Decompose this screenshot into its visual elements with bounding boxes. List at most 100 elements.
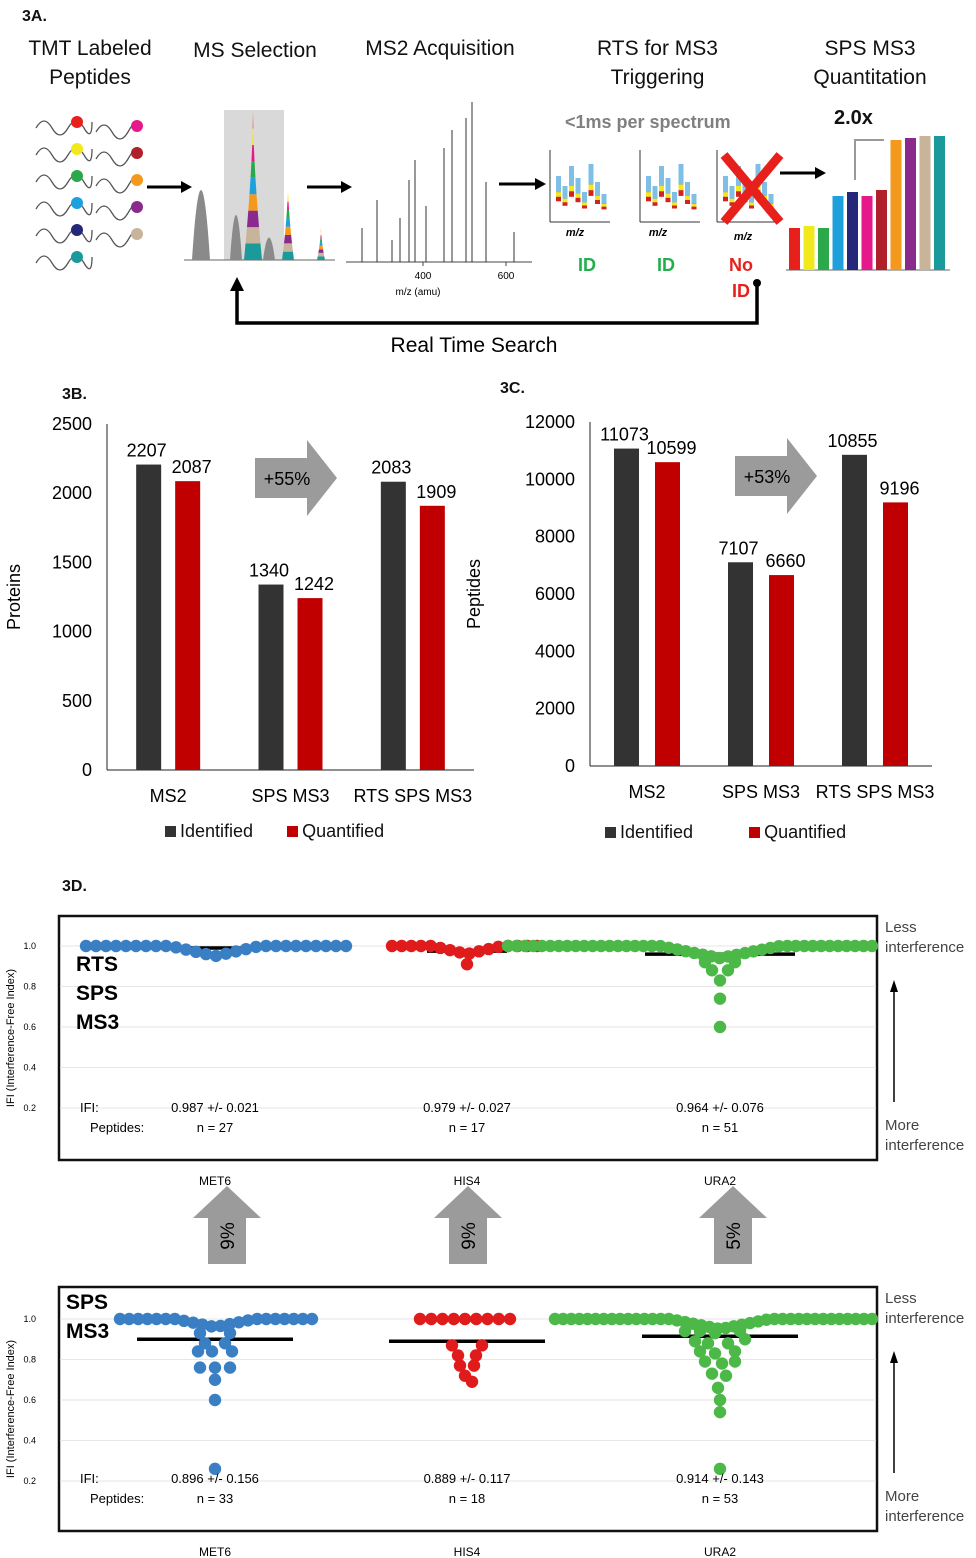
mini-bar [665, 178, 671, 194]
ifi-dot [469, 1349, 483, 1362]
y-tick-label: 0 [565, 756, 575, 776]
arrow-head [341, 181, 352, 193]
tmt-peak-segment [249, 177, 257, 195]
condition-label: SPS [66, 1291, 108, 1314]
mini-bar [665, 193, 671, 198]
data-label: 6660 [765, 551, 805, 571]
mini-bar [595, 200, 600, 204]
tmt-tag-dot [71, 251, 83, 263]
ifi-dot [463, 947, 476, 960]
panel-3d-tag: 3D. [62, 878, 87, 895]
ifi-dot [279, 939, 293, 953]
ifi-dot [208, 1462, 222, 1476]
ifi-stat-value: 0.964 +/- 0.076 [676, 1100, 764, 1115]
mini-bar [575, 178, 581, 194]
mini-bar [562, 202, 568, 206]
ifi-dot [475, 1339, 489, 1352]
stage-sps-quantitation: SPS MS3 Quantitation [813, 37, 927, 89]
spectrum-tick-600: 600 [498, 271, 515, 282]
ifi-dot [713, 974, 727, 987]
no-id-label: ID [732, 281, 750, 301]
x-tick-label: RTS SPS MS3 [353, 786, 472, 806]
mini-bar [685, 200, 690, 204]
tmt-peak-segment [317, 256, 325, 260]
panel-3c-tag: 3C. [500, 380, 525, 397]
ifi-dot [865, 939, 879, 953]
mini-bar [678, 164, 684, 185]
mini-bar [575, 197, 581, 203]
ifi-dot [119, 939, 133, 953]
ifi-dot [193, 1326, 207, 1340]
ifi-dot [728, 1345, 742, 1358]
ms1-spectrum [184, 110, 335, 261]
mini-bar [556, 176, 561, 193]
legend-quantified: Quantified [302, 821, 385, 841]
y-tick-label: 12000 [525, 412, 575, 432]
condition-label: SPS [76, 982, 118, 1005]
tmt-peak-segment [285, 218, 291, 227]
arrow-head [815, 167, 826, 179]
ifi-stat-value: 0.889 +/- 0.117 [424, 1471, 511, 1486]
ifi-dot [305, 1312, 319, 1326]
peptide-count-value: n = 33 [197, 1491, 234, 1506]
more-interference-label: More [885, 1488, 919, 1505]
condition-label: MS3 [76, 1011, 119, 1034]
mini-bar [749, 205, 754, 209]
peptide-chain [95, 230, 137, 248]
id-label: ID [578, 255, 596, 275]
y-tick-label: 500 [62, 691, 92, 711]
y-tick-label: 0.8 [23, 1355, 36, 1365]
y-tick-label: 0.6 [23, 1022, 36, 1032]
tmt-peak-segment [286, 210, 290, 219]
peptide-chain [95, 122, 137, 140]
mini-bar [569, 166, 574, 186]
mini-bar [582, 192, 587, 203]
y-axis-label: Peptides [464, 559, 484, 629]
legend-3b: Identified Quantified [165, 821, 384, 842]
data-label: 7107 [718, 538, 758, 558]
mini-bar [685, 196, 690, 200]
x-tick-label: MS2 [150, 786, 187, 806]
improvement-label: +53% [744, 467, 791, 487]
ifi-dot [701, 1337, 715, 1350]
less-interference-label: interference [885, 939, 964, 956]
tmt-peak-segment [282, 251, 294, 260]
loop-arrow-start [753, 279, 761, 287]
ifi-dot [711, 1381, 725, 1395]
tmt-tag-dot [131, 120, 143, 132]
no-id-label: No [729, 255, 753, 275]
bar-identified [258, 584, 284, 770]
ifi-dot [492, 940, 505, 954]
bar-quantified [175, 481, 201, 770]
y-tick-label: 0.4 [23, 1063, 36, 1073]
y-tick-label: 1.0 [23, 1314, 36, 1324]
data-label: 10855 [827, 431, 877, 451]
tmt-peak-segment [283, 243, 293, 252]
mini-bar [723, 176, 728, 193]
ifi-dot [169, 941, 183, 954]
ifi-dot [414, 939, 428, 953]
legend-swatch-identified [605, 827, 616, 838]
ifi-dot [269, 939, 283, 953]
quant-bars [786, 136, 950, 271]
gene-label: HIS4 [454, 1174, 481, 1188]
tmt-tag-dot [71, 197, 83, 209]
mini-bar [659, 166, 664, 186]
ifi-dot [413, 1312, 427, 1326]
ifi-dot [287, 1312, 300, 1326]
ifi-dot [503, 1312, 517, 1326]
ifi-dot [139, 939, 153, 953]
mini-bar [595, 182, 600, 196]
more-interference-label: interference [885, 1508, 964, 1525]
ifi-dot [865, 1312, 879, 1326]
ifi-dot [458, 1312, 472, 1326]
data-label: 2083 [371, 458, 411, 478]
quant-bar [832, 196, 844, 270]
mini-bar [562, 198, 568, 203]
mini-bar [659, 185, 664, 192]
tmt-peak-segment [246, 210, 260, 228]
y-tick-label: 1500 [52, 552, 92, 572]
legend-quantified: Quantified [764, 822, 847, 842]
ifi-dot [141, 1312, 154, 1326]
x-tick-label: RTS SPS MS3 [816, 782, 935, 802]
